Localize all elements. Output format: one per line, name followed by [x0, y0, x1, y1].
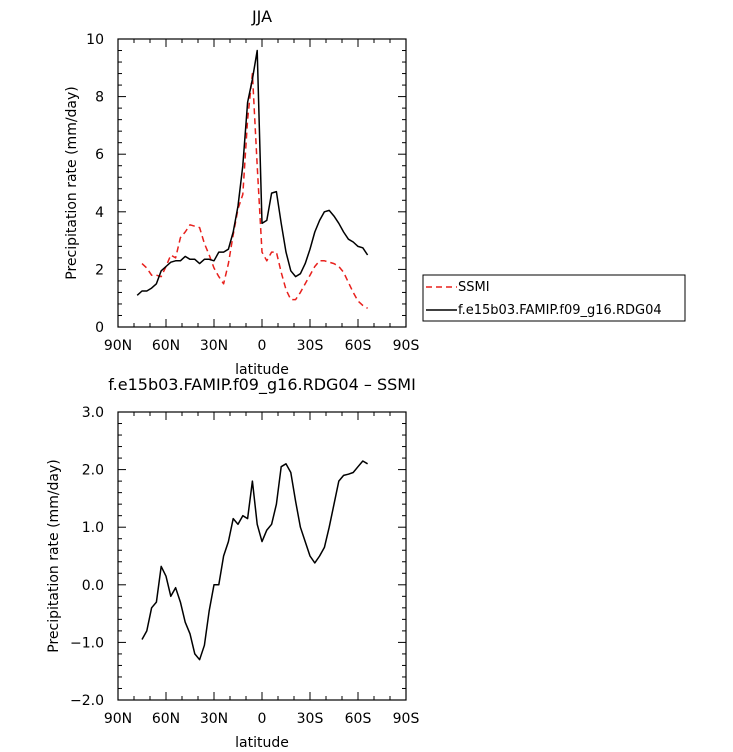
top-x-tick-label: 0 — [258, 338, 267, 354]
bottom-x-tick-label: 0 — [258, 711, 267, 727]
top-series-line-f-e15b03-famip-f09-g16-rdg04 — [136, 49, 369, 296]
legend: SSMI f.e15b03.FAMIP.f09_g16.RDG04 — [422, 274, 686, 322]
top-y-tick-label: 4 — [95, 205, 104, 221]
top-x-axis-label: latitude — [235, 362, 289, 378]
top-x-tick-label: 90N — [104, 338, 132, 354]
top-y-tick-label: 2 — [95, 262, 104, 278]
bottom-series-line-difference — [141, 460, 368, 661]
top-plot-frame — [117, 38, 407, 328]
top-y-tick-label: 6 — [95, 147, 104, 163]
bottom-x-tick-label: 90N — [104, 711, 132, 727]
bottom-y-axis-label: Precipitation rate (mm/day) — [46, 459, 62, 653]
top-x-tick-label: 60S — [345, 338, 372, 354]
top-panel: JJA latitude Precipitation rate (mm/day)… — [64, 7, 419, 378]
bottom-x-tick-label: 30S — [297, 711, 324, 727]
bottom-x-tick-label: 90S — [393, 711, 420, 727]
top-x-tick-label: 60N — [152, 338, 180, 354]
legend-box — [422, 274, 686, 322]
top-x-tick-label: 30N — [200, 338, 228, 354]
bottom-panel: f.e15b03.FAMIP.f09_g16.RDG04 – SSMI lati… — [46, 375, 419, 751]
bottom-x-tick-label: 60S — [345, 711, 372, 727]
bottom-y-tick-label: 2.0 — [82, 463, 104, 479]
bottom-x-tick-label: 60N — [152, 711, 180, 727]
bottom-chart-title: f.e15b03.FAMIP.f09_g16.RDG04 – SSMI — [108, 375, 416, 395]
bottom-y-tick-label: 0.0 — [82, 578, 104, 594]
top-tick-layer: 90N 60N 30N 0 30S 60S 90S 0 2 4 6 8 10 — [86, 32, 419, 354]
top-y-tick-label: 10 — [86, 32, 104, 48]
bottom-y-tick-label: −2.0 — [70, 693, 104, 709]
top-chart-title: JJA — [251, 7, 272, 26]
top-y-axis-label: Precipitation rate (mm/day) — [64, 86, 80, 280]
bottom-plot-frame — [117, 411, 407, 701]
top-series-line-ssmi — [141, 72, 368, 309]
top-y-tick-label: 8 — [95, 90, 104, 106]
legend-label-model: f.e15b03.FAMIP.f09_g16.RDG04 — [458, 303, 662, 318]
legend-label-ssmi: SSMI — [458, 280, 490, 295]
top-series-layer — [136, 49, 369, 309]
bottom-tick-layer: 90N 60N 30N 0 30S 60S 90S −2.0 −1.0 0.0 1.0 2.0 3.0 — [70, 405, 419, 727]
bottom-series-layer — [141, 460, 368, 661]
bottom-y-tick-label: 3.0 — [82, 405, 104, 421]
bottom-y-tick-label: 1.0 — [82, 520, 104, 536]
top-y-tick-label: 0 — [95, 320, 104, 336]
top-x-tick-label: 30S — [297, 338, 324, 354]
top-x-tick-label: 90S — [393, 338, 420, 354]
bottom-x-tick-label: 30N — [200, 711, 228, 727]
bottom-y-tick-label: −1.0 — [70, 635, 104, 651]
bottom-x-axis-label: latitude — [235, 735, 289, 751]
